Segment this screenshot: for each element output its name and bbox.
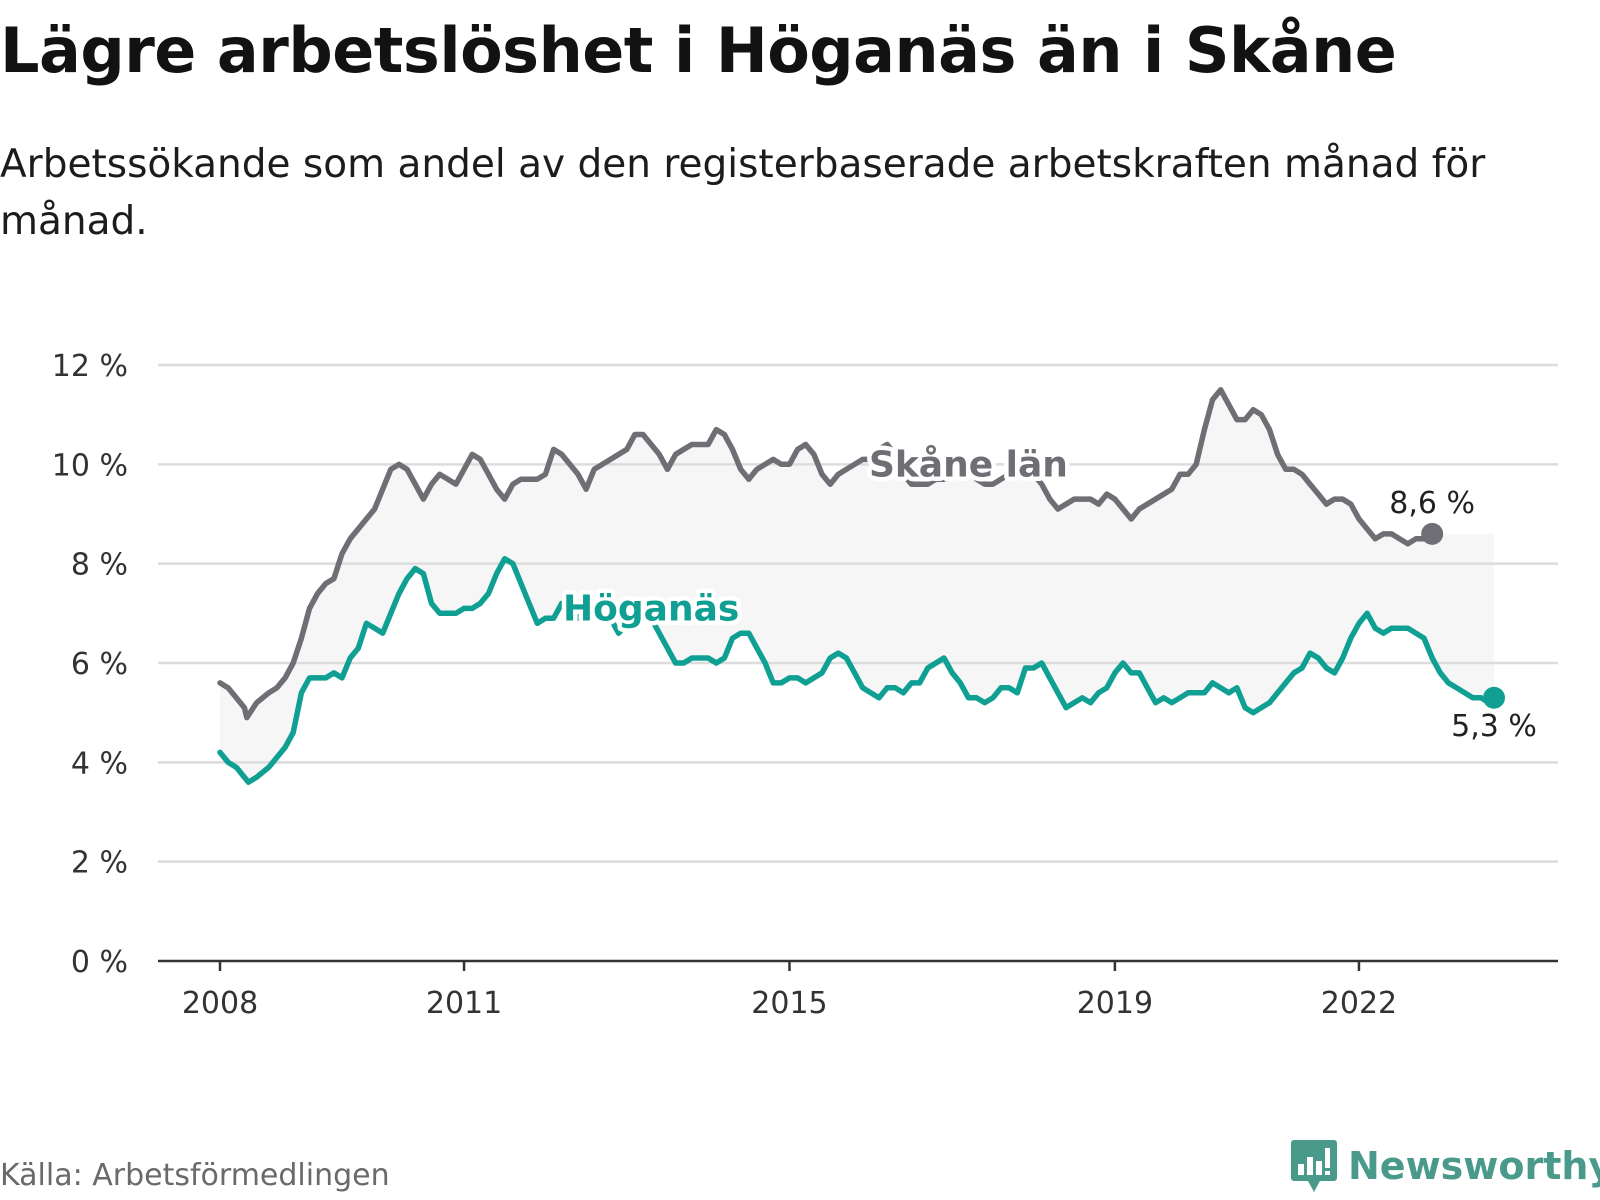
x-tick-label: 2015 <box>751 986 827 1021</box>
x-axis: 2008 2011 2015 2019 2022 <box>158 959 1558 1021</box>
series-line-skane <box>217 387 1435 721</box>
label-layer: 8,6 % 5,3 % Skåne län Höganäs <box>559 440 1537 744</box>
y-tick-label: 8 % <box>71 548 128 583</box>
series-label-hoganas: Höganäs <box>563 588 739 629</box>
end-marker-skane <box>1421 522 1444 545</box>
brand-logo: Newsworthy <box>1290 1138 1600 1194</box>
end-label-skane: 8,6 % <box>1389 486 1475 521</box>
chart-subtitle: Arbetssökande som andel av den registerb… <box>0 142 1486 244</box>
chart-title: Lägre arbetslöshet i Höganäs än i Skåne <box>0 14 1397 87</box>
x-tick-label: 2008 <box>182 986 258 1021</box>
series-label-skane: Skåne län <box>869 444 1068 485</box>
series-line-hoganas <box>217 555 1497 785</box>
brand-name: Newsworthy <box>1348 1144 1600 1188</box>
end-label-hoganas: 5,3 % <box>1451 709 1537 744</box>
x-tick-label: 2019 <box>1077 986 1153 1021</box>
x-tick-label: 2011 <box>426 986 502 1021</box>
y-tick-label: 2 % <box>71 846 128 881</box>
source-note: Källa: Arbetsförmedlingen <box>0 1158 390 1193</box>
y-tick-label: 12 % <box>52 349 128 384</box>
y-tick-label: 4 % <box>71 746 128 781</box>
newsworthy-logo-icon <box>1291 1140 1337 1192</box>
y-tick-label: 0 % <box>71 945 128 980</box>
y-axis-ticks: 0 % 2 % 4 % 6 % 8 % 10 % 12 % <box>52 349 128 980</box>
line-chart: 0 % 2 % 4 % 6 % 8 % 10 % 12 % 2008 2011 2015 2019… <box>52 349 1558 1021</box>
x-tick-label: 2022 <box>1321 986 1397 1021</box>
y-tick-label: 6 % <box>71 647 128 682</box>
y-tick-label: 10 % <box>52 448 128 483</box>
band-layer <box>220 389 1494 783</box>
end-marker-hoganas <box>1483 686 1505 709</box>
band-area <box>220 389 1494 783</box>
series-layer <box>217 387 1505 785</box>
